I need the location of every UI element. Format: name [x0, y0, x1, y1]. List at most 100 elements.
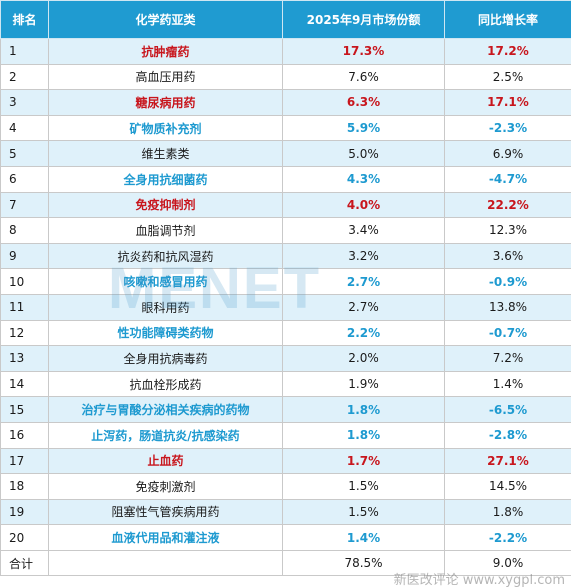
- share-cell: 6.3%: [282, 89, 445, 116]
- share-cell: 2.7%: [282, 293, 445, 321]
- share-cell: 2.7%: [282, 268, 445, 295]
- header-growth-rate: 同比增长率: [444, 0, 571, 39]
- rank-cell: 2: [0, 63, 49, 91]
- table-row: 15 治疗与胃酸分泌相关疾病的药物 1.8% -6.5%: [0, 396, 571, 423]
- share-cell: 1.8%: [282, 396, 445, 423]
- growth-cell: 1.4%: [444, 370, 571, 398]
- table-row: 20 血液代用品和灌注液 1.4% -2.2%: [0, 524, 571, 551]
- growth-cell: 22.2%: [444, 191, 571, 219]
- rank-cell: 20: [0, 524, 49, 551]
- total-growth-cell: 9.0%: [444, 549, 571, 577]
- rank-cell: 13: [0, 345, 49, 372]
- growth-cell: -6.5%: [444, 396, 571, 423]
- share-cell: 1.9%: [282, 370, 445, 398]
- subcategory-cell: 全身用抗细菌药: [48, 165, 283, 193]
- growth-cell: 12.3%: [444, 217, 571, 244]
- rank-cell: 7: [0, 191, 49, 219]
- subcategory-cell: 矿物质补充剂: [48, 114, 283, 142]
- growth-cell: 6.9%: [444, 140, 571, 167]
- table-row: 2 高血压用药 7.6% 2.5%: [0, 63, 571, 91]
- table-row: 1 抗肿瘤药 17.3% 17.2%: [0, 38, 571, 65]
- growth-cell: 17.1%: [444, 89, 571, 116]
- growth-cell: 1.8%: [444, 498, 571, 526]
- share-cell: 2.2%: [282, 319, 445, 347]
- table-row: 18 免疫刺激剂 1.5% 14.5%: [0, 473, 571, 500]
- rank-cell: 15: [0, 396, 49, 423]
- table-row: 10 咳嗽和感冒用药 2.7% -0.9%: [0, 268, 571, 295]
- subcategory-cell: 止血药: [48, 447, 283, 475]
- rank-cell: 17: [0, 447, 49, 475]
- subcategory-cell: 咳嗽和感冒用药: [48, 268, 283, 295]
- growth-cell: -2.3%: [444, 114, 571, 142]
- subcategory-cell: 眼科用药: [48, 293, 283, 321]
- table-row: 16 止泻药，肠道抗炎/抗感染药 1.8% -2.8%: [0, 421, 571, 449]
- subcategory-cell: 性功能障碍类药物: [48, 319, 283, 347]
- subcategory-cell: 免疫抑制剂: [48, 191, 283, 219]
- header-market-share: 2025年9月市场份额: [282, 0, 445, 39]
- growth-cell: -0.9%: [444, 268, 571, 295]
- growth-cell: 14.5%: [444, 473, 571, 500]
- table-row: 17 止血药 1.7% 27.1%: [0, 447, 571, 475]
- table-body: 1 抗肿瘤药 17.3% 17.2% 2 高血压用药 7.6% 2.5% 3 糖尿病用药 6.3% 1…: [0, 38, 571, 577]
- rank-cell: 1: [0, 38, 49, 65]
- table-row: 11 眼科用药 2.7% 13.8%: [0, 293, 571, 321]
- table-row: 5 维生素类 5.0% 6.9%: [0, 140, 571, 167]
- share-cell: 1.4%: [282, 524, 445, 551]
- growth-cell: 27.1%: [444, 447, 571, 475]
- rank-cell: 12: [0, 319, 49, 347]
- growth-cell: -0.7%: [444, 319, 571, 347]
- subcategory-cell: 抗血栓形成药: [48, 370, 283, 398]
- share-cell: 5.9%: [282, 114, 445, 142]
- table-header-row: 排名 化学药亚类 2025年9月市场份额 同比增长率: [0, 0, 571, 39]
- growth-cell: 13.8%: [444, 293, 571, 321]
- subcategory-cell: 抗炎药和抗风湿药: [48, 242, 283, 270]
- subcategory-cell: 全身用抗病毒药: [48, 345, 283, 372]
- table-row: 13 全身用抗病毒药 2.0% 7.2%: [0, 345, 571, 372]
- subcategory-cell: 止泻药，肠道抗炎/抗感染药: [48, 421, 283, 449]
- share-cell: 2.0%: [282, 345, 445, 372]
- rank-cell: 10: [0, 268, 49, 295]
- header-rank: 排名: [0, 0, 49, 39]
- subcategory-cell: 维生素类: [48, 140, 283, 167]
- share-cell: 4.0%: [282, 191, 445, 219]
- subcategory-cell: 治疗与胃酸分泌相关疾病的药物: [48, 396, 283, 423]
- growth-cell: -2.8%: [444, 421, 571, 449]
- table-row: 12 性功能障碍类药物 2.2% -0.7%: [0, 319, 571, 347]
- share-cell: 7.6%: [282, 63, 445, 91]
- rank-cell: 8: [0, 217, 49, 244]
- subcategory-cell: 高血压用药: [48, 63, 283, 91]
- table-row: 19 阻塞性气管疾病用药 1.5% 1.8%: [0, 498, 571, 526]
- growth-cell: -2.2%: [444, 524, 571, 551]
- rank-cell: 19: [0, 498, 49, 526]
- share-cell: 3.2%: [282, 242, 445, 270]
- total-label-cell: 合计: [0, 549, 49, 577]
- rank-cell: 5: [0, 140, 49, 167]
- share-cell: 1.5%: [282, 498, 445, 526]
- rank-cell: 16: [0, 421, 49, 449]
- table-row: 7 免疫抑制剂 4.0% 22.2%: [0, 191, 571, 219]
- share-cell: 1.7%: [282, 447, 445, 475]
- growth-cell: 3.6%: [444, 242, 571, 270]
- table-row: 3 糖尿病用药 6.3% 17.1%: [0, 89, 571, 116]
- share-cell: 4.3%: [282, 165, 445, 193]
- table-row: 6 全身用抗细菌药 4.3% -4.7%: [0, 165, 571, 193]
- growth-cell: -4.7%: [444, 165, 571, 193]
- subcategory-cell: 血脂调节剂: [48, 217, 283, 244]
- rank-cell: 18: [0, 473, 49, 500]
- header-subcategory: 化学药亚类: [48, 0, 283, 39]
- share-cell: 1.8%: [282, 421, 445, 449]
- subcategory-cell: 免疫刺激剂: [48, 473, 283, 500]
- total-row: 合计 78.5% 9.0%: [0, 549, 571, 577]
- share-cell: 3.4%: [282, 217, 445, 244]
- growth-cell: 17.2%: [444, 38, 571, 65]
- subcategory-cell: 血液代用品和灌注液: [48, 524, 283, 551]
- share-cell: 17.3%: [282, 38, 445, 65]
- table-row: 8 血脂调节剂 3.4% 12.3%: [0, 217, 571, 244]
- growth-cell: 7.2%: [444, 345, 571, 372]
- total-name-cell: [48, 549, 283, 577]
- rank-cell: 3: [0, 89, 49, 116]
- share-cell: 5.0%: [282, 140, 445, 167]
- rank-cell: 6: [0, 165, 49, 193]
- rank-cell: 14: [0, 370, 49, 398]
